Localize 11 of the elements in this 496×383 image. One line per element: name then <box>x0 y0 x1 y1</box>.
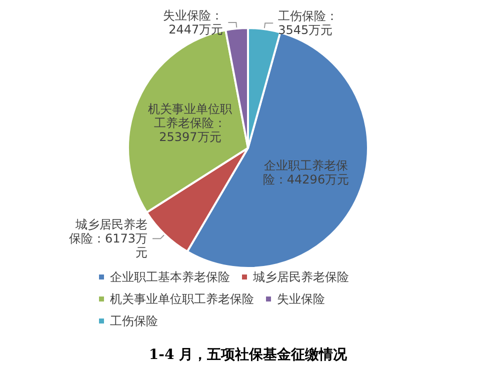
legend-label: 企业职工基本养老保险 <box>110 270 230 284</box>
data-label: 工伤保险：3545万元 <box>278 9 338 38</box>
legend-label: 城乡居民养老保险 <box>252 270 349 284</box>
data-label: 机关事业单位职工养老保险：25397万元 <box>148 102 232 144</box>
text: 1-4 月，五项社保基金征缴情况 <box>148 347 348 363</box>
data-label: 企业职工养老保险：44296万元 <box>262 158 350 187</box>
legend-label: 机关事业单位职工养老保险 <box>110 292 254 306</box>
data-label: 失业保险：2447万元 <box>163 8 224 37</box>
legend-label: 工伤保险 <box>110 314 158 328</box>
legend-label: 失业保险 <box>277 292 325 306</box>
data-label: 城乡居民养老保险：6173万元 <box>68 218 148 260</box>
